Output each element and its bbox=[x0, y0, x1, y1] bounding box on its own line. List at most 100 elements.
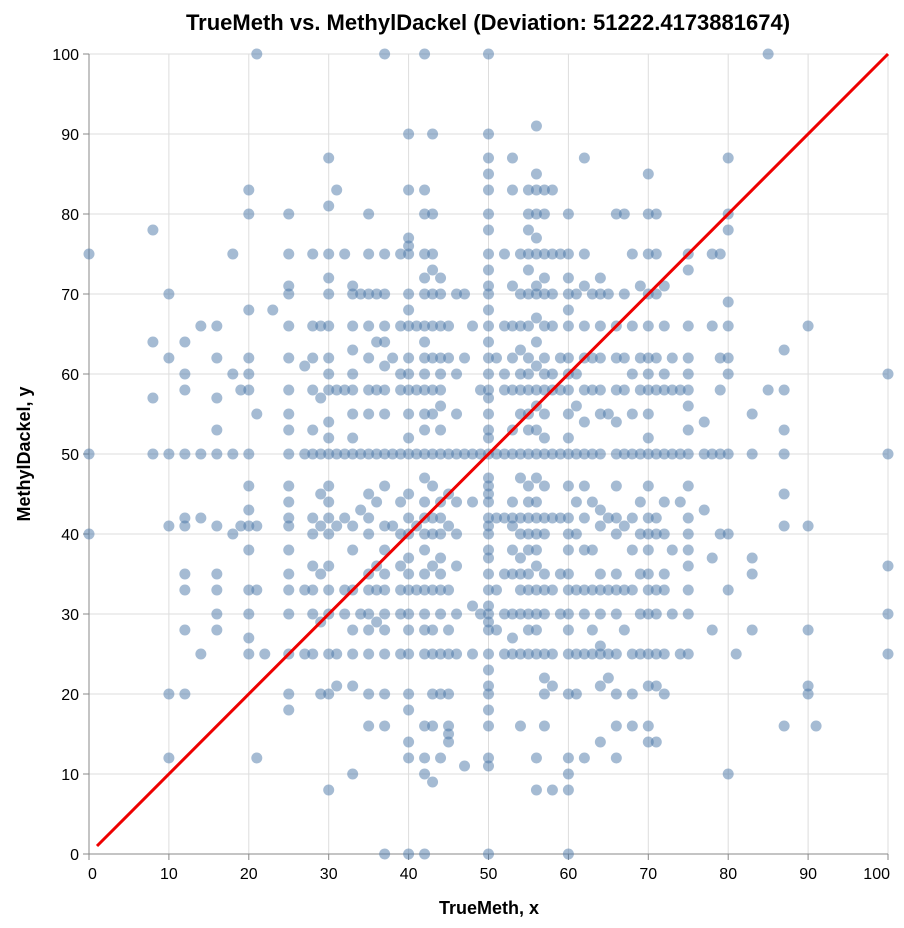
data-point bbox=[395, 384, 407, 396]
data-point bbox=[451, 368, 463, 380]
data-point bbox=[427, 288, 439, 300]
data-point bbox=[506, 352, 518, 364]
data-point bbox=[546, 648, 558, 660]
data-point bbox=[650, 288, 662, 300]
data-point bbox=[506, 648, 518, 660]
data-point bbox=[538, 272, 550, 284]
data-point bbox=[363, 288, 375, 300]
data-point bbox=[243, 608, 255, 620]
data-point bbox=[570, 528, 582, 540]
data-point bbox=[658, 320, 670, 332]
data-point bbox=[379, 688, 391, 700]
data-point bbox=[339, 512, 351, 524]
data-point bbox=[578, 152, 590, 164]
x-tick-label: 30 bbox=[320, 866, 338, 883]
data-point bbox=[307, 608, 319, 620]
data-point bbox=[514, 512, 526, 524]
data-point bbox=[419, 584, 431, 596]
data-point bbox=[363, 648, 375, 660]
data-point bbox=[403, 752, 415, 764]
data-point bbox=[634, 352, 646, 364]
data-point bbox=[682, 608, 694, 620]
data-point bbox=[642, 568, 654, 580]
data-point bbox=[387, 352, 399, 364]
data-point bbox=[147, 448, 159, 460]
data-point bbox=[427, 648, 439, 660]
data-point bbox=[179, 520, 191, 532]
data-point bbox=[307, 528, 319, 540]
data-point bbox=[347, 288, 359, 300]
data-point bbox=[483, 224, 494, 236]
data-point bbox=[235, 520, 247, 532]
data-point bbox=[483, 848, 494, 860]
data-point bbox=[554, 512, 566, 524]
data-point bbox=[594, 648, 606, 660]
data-point bbox=[626, 688, 638, 700]
data-point bbox=[562, 248, 574, 260]
data-point bbox=[530, 208, 542, 220]
data-point bbox=[323, 384, 335, 396]
data-point bbox=[538, 672, 550, 684]
data-point bbox=[331, 184, 343, 196]
data-point bbox=[363, 248, 375, 260]
data-point bbox=[227, 248, 239, 260]
data-point bbox=[530, 648, 542, 660]
data-point bbox=[403, 184, 415, 196]
data-point bbox=[746, 568, 758, 580]
data-point bbox=[642, 720, 654, 732]
data-point bbox=[363, 528, 375, 540]
data-point bbox=[323, 496, 335, 508]
data-point bbox=[610, 568, 622, 580]
data-point bbox=[443, 520, 455, 532]
data-point bbox=[674, 648, 686, 660]
data-point bbox=[682, 424, 694, 436]
data-point bbox=[562, 448, 574, 460]
data-point bbox=[594, 680, 606, 692]
data-point bbox=[610, 608, 622, 620]
data-point bbox=[355, 608, 367, 620]
data-point bbox=[594, 584, 606, 596]
data-point bbox=[243, 448, 255, 460]
data-point bbox=[451, 496, 463, 508]
data-point bbox=[403, 848, 415, 860]
data-point bbox=[419, 568, 431, 580]
data-point bbox=[459, 760, 471, 772]
data-point bbox=[331, 448, 343, 460]
data-point bbox=[682, 400, 694, 412]
data-point bbox=[315, 688, 327, 700]
data-point bbox=[642, 448, 654, 460]
data-point bbox=[83, 448, 95, 460]
data-point bbox=[538, 648, 550, 660]
y-tick-label: 40 bbox=[61, 527, 79, 544]
data-point bbox=[323, 200, 335, 212]
data-point bbox=[562, 848, 574, 860]
x-tick-label: 100 bbox=[863, 866, 890, 883]
data-point bbox=[347, 432, 359, 444]
data-point bbox=[443, 352, 455, 364]
data-point bbox=[562, 784, 574, 796]
data-point bbox=[179, 584, 191, 596]
data-point bbox=[530, 512, 542, 524]
data-point bbox=[650, 648, 662, 660]
data-point bbox=[419, 424, 431, 436]
data-point bbox=[626, 512, 638, 524]
data-point bbox=[602, 584, 614, 596]
data-point bbox=[530, 384, 542, 396]
data-point bbox=[323, 688, 335, 700]
data-point bbox=[179, 384, 191, 396]
data-point bbox=[778, 488, 790, 500]
data-point bbox=[722, 320, 734, 332]
data-point bbox=[363, 448, 375, 460]
data-point bbox=[498, 608, 510, 620]
data-point bbox=[570, 584, 582, 596]
data-point bbox=[570, 448, 582, 460]
data-point bbox=[435, 752, 447, 764]
data-point bbox=[514, 448, 526, 460]
data-point bbox=[299, 448, 311, 460]
data-point bbox=[307, 352, 319, 364]
data-point bbox=[610, 512, 622, 524]
data-point bbox=[243, 648, 255, 660]
data-point bbox=[554, 448, 566, 460]
data-point bbox=[650, 512, 662, 524]
